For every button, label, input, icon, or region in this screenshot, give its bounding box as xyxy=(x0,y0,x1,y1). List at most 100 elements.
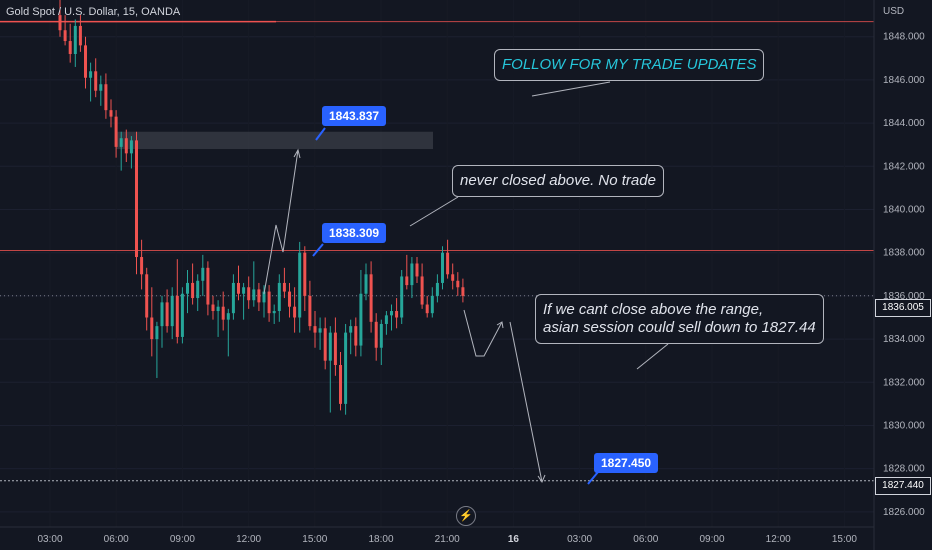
candle xyxy=(221,291,225,331)
candle xyxy=(339,352,342,411)
candle-body xyxy=(359,293,363,346)
y-tick-label: 1836.000 xyxy=(883,291,925,302)
candle-body xyxy=(298,252,302,318)
candle-body xyxy=(170,295,174,327)
candle-body xyxy=(461,287,465,296)
candle xyxy=(323,317,327,370)
candle xyxy=(206,261,210,316)
candle xyxy=(461,278,465,303)
asian-callout-line-1: If we cant close above the range, xyxy=(543,301,764,318)
candle-body xyxy=(405,276,409,286)
candle xyxy=(114,110,118,158)
price-axis[interactable]: 1826.000 1828.000 1830.000 1832.000 1834.000… xyxy=(883,32,925,518)
candle xyxy=(186,269,189,314)
x-tick-label: 09:00 xyxy=(699,534,724,545)
candle-body xyxy=(201,267,205,281)
projection-arrows xyxy=(263,81,669,485)
symbol-legend[interactable]: Gold Spot / U.S. Dollar, 15, OANDA xyxy=(6,6,181,18)
y-tick-label: 1826.000 xyxy=(883,507,925,518)
candle xyxy=(369,261,373,333)
candle xyxy=(145,267,149,331)
candle xyxy=(400,269,404,324)
candle-body xyxy=(395,311,399,318)
x-tick-label: 16 xyxy=(508,534,520,545)
candle xyxy=(272,304,276,324)
candle-body xyxy=(124,138,128,154)
candle-body xyxy=(384,315,388,324)
candle-body xyxy=(293,306,297,318)
candle-body xyxy=(415,263,419,277)
price-tag-mid[interactable]: 1838.309 xyxy=(322,223,387,243)
candle-body xyxy=(272,311,276,314)
candle-body xyxy=(99,84,103,91)
asian-session-callout[interactable]: If we cant close above the range, asian … xyxy=(535,294,824,344)
time-axis[interactable]: 03:00 06:00 09:00 12:00 15:00 18:00 21:00 16 03:… xyxy=(37,534,857,545)
follow-callout[interactable]: FOLLOW FOR MY TRADE UPDATES xyxy=(494,49,765,81)
candle xyxy=(441,246,444,290)
candle-body xyxy=(277,282,281,312)
lightning-icon[interactable]: ⚡ xyxy=(456,506,476,526)
candle-body xyxy=(435,282,439,296)
candle xyxy=(170,287,174,340)
x-tick-label: 12:00 xyxy=(766,534,791,545)
candle xyxy=(374,313,378,361)
candle-body xyxy=(145,274,149,318)
candle xyxy=(303,246,307,312)
candle xyxy=(267,285,271,322)
candle-body xyxy=(288,291,291,307)
candle xyxy=(395,298,399,329)
candle-body xyxy=(216,306,220,312)
y-tick-label: 1830.000 xyxy=(883,420,925,431)
candle xyxy=(359,269,363,357)
candle-body xyxy=(354,326,358,346)
candle-body xyxy=(323,328,327,361)
candle xyxy=(129,136,133,169)
candle-body xyxy=(135,140,138,258)
y-tick-label: 1848.000 xyxy=(883,32,925,43)
y-tick-label: 1842.000 xyxy=(883,161,925,172)
price-tag-target[interactable]: 1827.450 xyxy=(594,453,659,473)
candle xyxy=(318,317,322,350)
candle xyxy=(196,274,200,312)
candle xyxy=(446,239,450,279)
candle xyxy=(104,73,108,119)
arrow-path-upper xyxy=(263,149,299,295)
candle xyxy=(420,263,424,309)
x-tick-label: 15:00 xyxy=(832,534,857,545)
y-tick-label: 1840.000 xyxy=(883,205,925,216)
candle xyxy=(410,257,414,299)
no-trade-callout[interactable]: never closed above. No trade xyxy=(452,165,664,197)
candle-body xyxy=(237,282,240,294)
candle-body xyxy=(68,41,72,54)
candle xyxy=(298,241,302,333)
arrow-head-upper xyxy=(293,148,301,159)
candle-body xyxy=(410,263,414,286)
x-tick-label: 03:00 xyxy=(37,534,62,545)
candle xyxy=(211,295,215,320)
candle-body xyxy=(446,252,450,275)
candle-body xyxy=(303,252,307,296)
candle-body xyxy=(252,289,256,301)
x-tick-label: 06:00 xyxy=(633,534,658,545)
candle xyxy=(384,311,388,335)
candle xyxy=(216,300,220,337)
candle xyxy=(308,280,312,331)
candle-body xyxy=(165,302,169,327)
y-tick-label: 1832.000 xyxy=(883,377,925,388)
candle-body xyxy=(231,282,235,314)
candle-body xyxy=(58,15,62,31)
candles-group xyxy=(58,0,465,415)
candle xyxy=(415,257,419,283)
resistance-zone xyxy=(116,131,433,150)
candle-body xyxy=(267,291,271,314)
arrow-head-lower xyxy=(496,321,504,329)
arrow-head-target xyxy=(537,474,546,484)
candle-body xyxy=(441,252,444,283)
x-tick-label: 06:00 xyxy=(104,534,129,545)
x-tick-label: 12:00 xyxy=(236,534,261,545)
price-tag-high[interactable]: 1843.837 xyxy=(322,106,387,126)
candle xyxy=(333,317,337,376)
tag-pointer-target xyxy=(587,471,599,485)
candle-body xyxy=(206,267,210,305)
